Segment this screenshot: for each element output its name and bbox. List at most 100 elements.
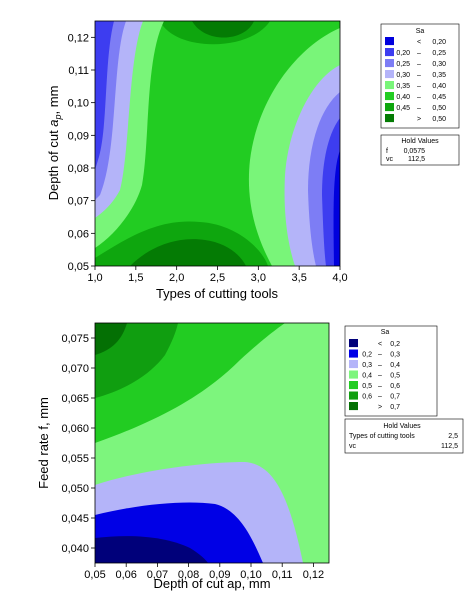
y-tick-label: 0,10 — [68, 98, 89, 110]
region-gt-07 — [95, 323, 127, 355]
contour-regions-2 — [95, 323, 329, 563]
legend-operator: < — [417, 39, 421, 46]
region-020-025-left — [95, 21, 114, 170]
y-tick-label: 0,11 — [68, 65, 89, 77]
legend-low-value: 0,6 — [362, 394, 372, 401]
hold-values-title-1: Hold Values — [401, 138, 439, 145]
legend-high-value: 0,40 — [432, 83, 446, 90]
x-tick-label: 0,09 — [209, 569, 230, 581]
region-lt-020-right — [333, 150, 340, 266]
hold-row-value: 112,5 — [408, 156, 425, 163]
legend-high-value: 0,4 — [390, 362, 400, 369]
hold-row-value: 0,0575 — [404, 148, 426, 155]
legend-high-value: 0,7 — [390, 404, 400, 411]
legend-swatch — [385, 70, 394, 79]
x-tick-label: 0,10 — [240, 569, 261, 581]
legend-operator: < — [378, 341, 382, 348]
legend-swatch — [349, 391, 358, 400]
y-tick-label: 0,065 — [61, 393, 89, 405]
hold-values-box-1 — [380, 134, 460, 166]
legend-low-value: 0,5 — [362, 383, 372, 390]
legend-swatch — [349, 349, 358, 358]
legend-swatch — [349, 402, 358, 411]
legend-swatch — [385, 81, 394, 90]
legend-swatch — [385, 48, 394, 57]
region-gt-050-top — [192, 21, 254, 38]
x-tick-label: 1,0 — [87, 272, 102, 284]
legend-operator: > — [378, 404, 382, 411]
y-tick-label: 0,06 — [68, 228, 89, 240]
legend-operator: > — [417, 116, 421, 123]
legend-items-2: <0,20,2–0,30,3–0,40,4–0,50,5–0,60,6–0,7>… — [349, 339, 400, 411]
y-axis-title-2: Feed rate f, mm — [36, 397, 51, 489]
legend-dash: – — [378, 352, 382, 359]
y-tick-label: 0,05 — [68, 261, 89, 273]
legend-high-value: 0,35 — [432, 72, 446, 79]
x-tick-label: 4,0 — [332, 272, 347, 284]
hold-row-label: Types of cutting tools — [349, 433, 415, 440]
y-tick-label: 0,040 — [61, 543, 89, 555]
contour-plot-1: 1,0 1,5 2,0 2,5 3,0 3,5 4,0 0,050,060,070,080,… — [46, 20, 460, 301]
y-axis-title-1: Depth of cut ap, mm — [46, 86, 63, 201]
region-gt-050-bottom — [130, 239, 246, 266]
legend-low-value: 0,2 — [362, 352, 372, 359]
x-axis-title-2: Depth of cut ap, mm — [153, 576, 270, 591]
legend-box-2 — [344, 325, 438, 417]
legend-dash: – — [417, 94, 421, 101]
legend-low-value: 0,35 — [396, 83, 410, 90]
legend-high-value: 0,5 — [390, 373, 400, 380]
x-axis-ticks-2: 0,05 0,06 0,07 0,08 0,09 0,10 0,11 0,12 — [84, 563, 324, 581]
legend-high-value: 0,2 — [390, 341, 400, 348]
legend-dash: – — [378, 383, 382, 390]
x-tick-label: 0,06 — [115, 569, 136, 581]
legend-dash: – — [378, 362, 382, 369]
y-tick-label: 0,070 — [61, 363, 89, 375]
x-tick-label: 0,08 — [178, 569, 199, 581]
legend-high-value: 0,6 — [390, 383, 400, 390]
legend-swatch — [385, 92, 394, 101]
legend-low-value: 0,4 — [362, 373, 372, 380]
legend-high-value: 0,30 — [432, 61, 446, 68]
y-tick-label: 0,060 — [61, 423, 89, 435]
y-tick-label: 0,050 — [61, 483, 89, 495]
legend-high-value: 0,3 — [390, 352, 400, 359]
legend-swatch — [349, 381, 358, 390]
y-tick-label: 0,075 — [61, 333, 89, 345]
legend-dash: – — [417, 61, 421, 68]
legend-low-value: 0,3 — [362, 362, 372, 369]
x-tick-label: 0,12 — [303, 569, 324, 581]
y-tick-label: 0,12 — [68, 32, 89, 44]
y-tick-label: 0,045 — [61, 513, 89, 525]
y-axis-ticks-1: 0,05 0,06 0,07 0,08 0,09 0,10 0,11 0,12 — [68, 32, 95, 273]
y-axis-ticks-2: 0,040 0,045 0,050 0,055 0,060 0,065 0,070 0,075 — [61, 333, 95, 555]
legend-items-1: <0,200,20–0,250,25–0,300,30–0,350,35–0,4… — [385, 37, 446, 123]
legend-swatch — [349, 370, 358, 379]
x-tick-label: 2,5 — [210, 272, 225, 284]
x-tick-label: 1,5 — [128, 272, 143, 284]
hold-values-box-2 — [344, 418, 464, 454]
legend-swatch — [349, 339, 358, 348]
legend-high-value: 0,7 — [390, 394, 400, 401]
legend-low-value: 0,40 — [396, 94, 410, 101]
legend-dash: – — [417, 105, 421, 112]
y-tick-label: 0,055 — [61, 453, 89, 465]
hold-row-label: f — [386, 148, 388, 155]
legend-swatch — [385, 114, 394, 123]
hold-row-label: vc — [349, 443, 357, 450]
plot-frame-2 — [94, 322, 330, 564]
y-tick-label: 0,07 — [68, 196, 89, 208]
legend-low-value: 0,20 — [396, 50, 410, 57]
contour-regions-1 — [95, 21, 340, 266]
legend-high-value: 0,25 — [432, 50, 446, 57]
legend-high-value: 0,50 — [432, 105, 446, 112]
legend-dash: – — [378, 394, 382, 401]
hold-values-title-2: Hold Values — [383, 423, 421, 430]
legend-title-1: Sa — [416, 28, 425, 35]
x-axis-title-1: Types of cutting tools — [156, 286, 279, 301]
x-tick-label: 2,0 — [169, 272, 184, 284]
y-tick-label: 0,09 — [68, 130, 89, 142]
x-tick-label: 0,11 — [272, 569, 293, 581]
legend-dash: – — [378, 373, 382, 380]
legend-low-value: 0,25 — [396, 61, 410, 68]
